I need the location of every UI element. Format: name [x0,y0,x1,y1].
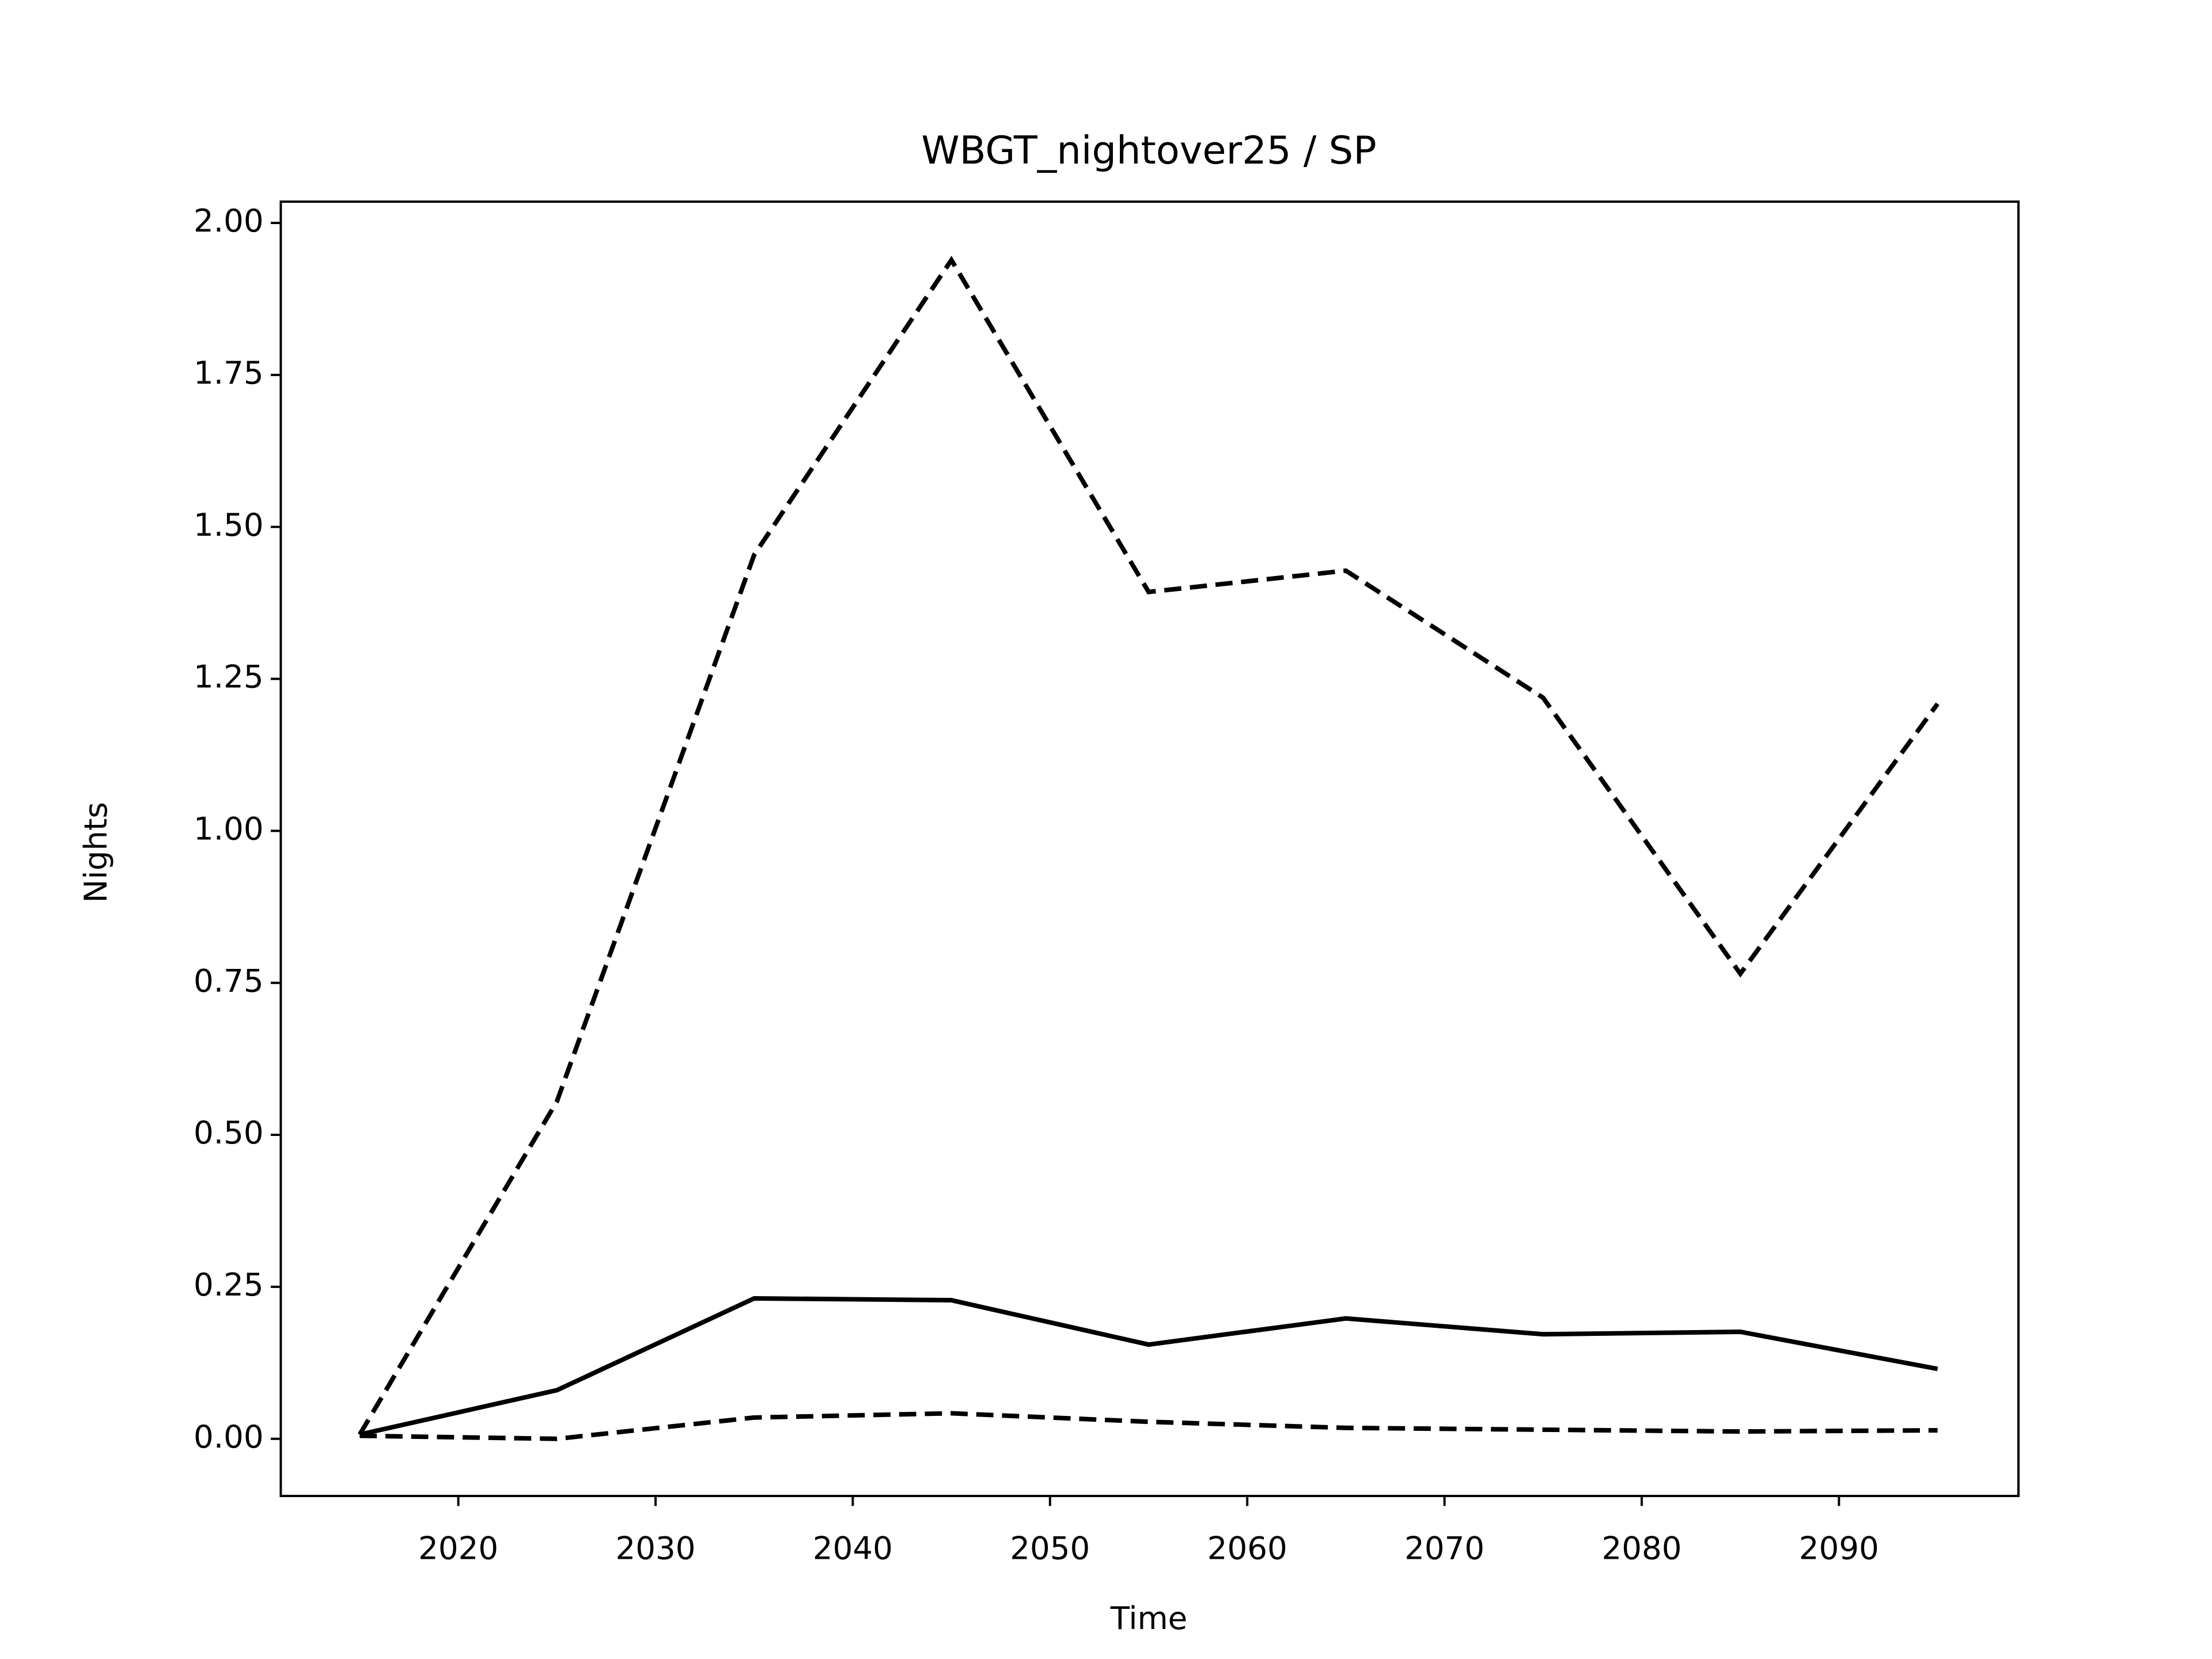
y-tick-label: 1.75 [194,354,264,391]
x-tick-label: 2050 [1010,1529,1090,1566]
x-tick-label: 2020 [418,1529,498,1566]
y-tick-label: 0.00 [194,1418,264,1455]
y-tick-label: 0.75 [194,962,264,999]
x-tick-label: 2070 [1404,1529,1484,1566]
y-tick-label: 1.50 [194,506,264,543]
series-line [359,1296,1938,1437]
x-tick-label: 2040 [813,1529,893,1566]
x-tick-label: 2090 [1799,1529,1879,1566]
y-axis-label: Nights [77,802,114,903]
y-tick-label: 0.25 [194,1266,264,1303]
series-line [359,1411,1938,1441]
x-tick-label: 2080 [1602,1529,1682,1566]
plot-frame [279,200,2020,1497]
x-axis-label: Time [1110,1600,1188,1637]
y-tick-label: 1.25 [194,658,264,695]
y-tick-label: 1.00 [194,810,264,847]
y-tick-label: 2.00 [194,202,264,239]
series-line [357,255,1940,1436]
chart-title: WBGT_nightover25 / SP [921,128,1376,173]
x-tick-label: 2030 [616,1529,696,1566]
y-tick-label: 0.50 [194,1114,264,1151]
x-tick-label: 2060 [1207,1529,1287,1566]
